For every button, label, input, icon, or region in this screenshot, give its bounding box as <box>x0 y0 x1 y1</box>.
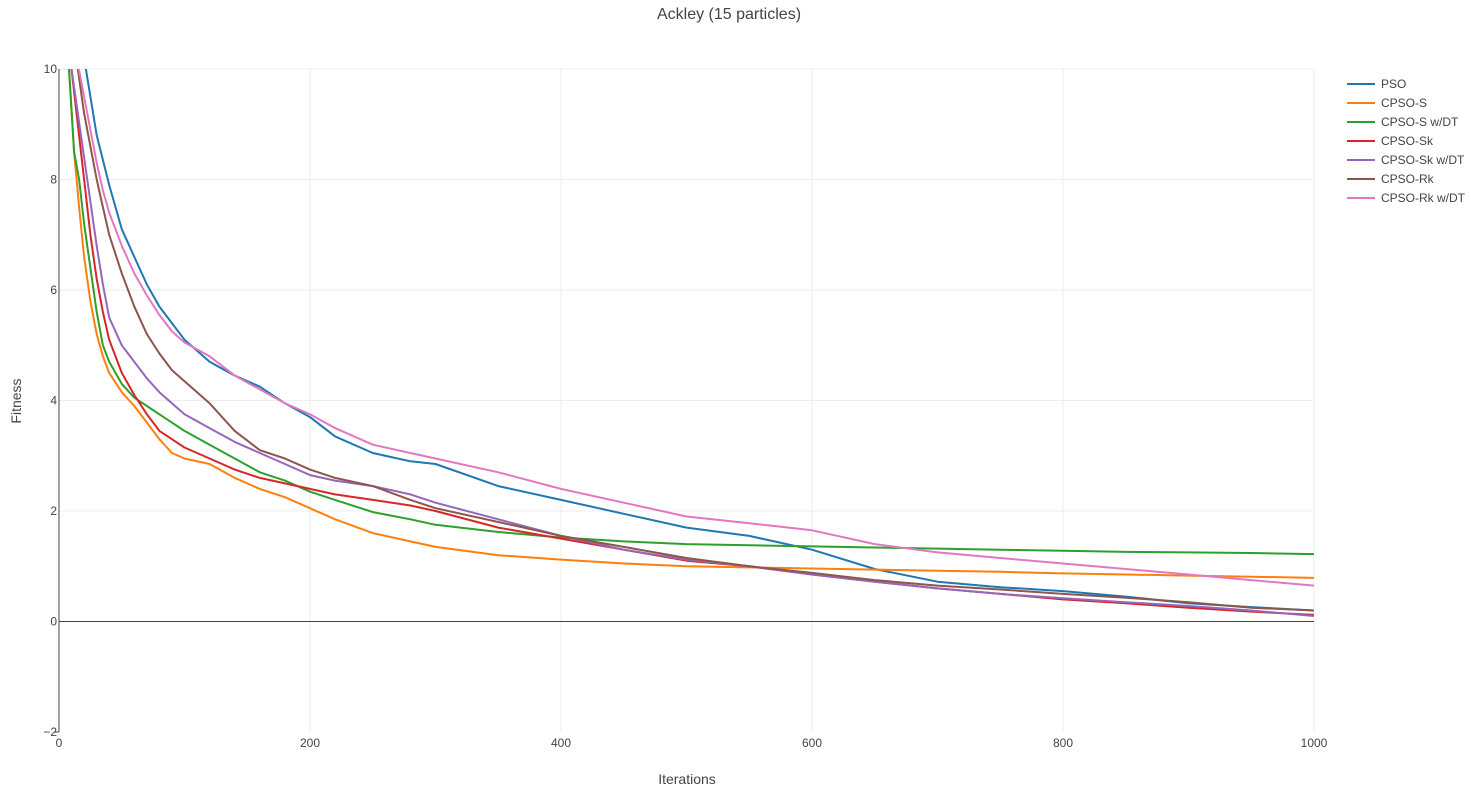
chart-title: Ackley (15 particles) <box>657 6 801 23</box>
y-axis-title: Fitness <box>8 378 24 423</box>
series-lines <box>68 58 1315 617</box>
x-tick-label: 400 <box>551 736 571 750</box>
y-tick-label: 4 <box>50 394 57 408</box>
legend: PSO CPSO-S CPSO-S w/DT CPSO-Sk CPSO-Sk w/DT C… <box>1347 77 1466 205</box>
legend-item[interactable]: CPSO-Rk <box>1347 172 1435 186</box>
x-tick-label: 1000 <box>1301 736 1328 750</box>
legend-label: CPSO-S <box>1381 96 1427 110</box>
legend-label: CPSO-Sk w/DT <box>1381 153 1465 167</box>
x-tick-label: 0 <box>56 736 63 750</box>
legend-item[interactable]: CPSO-Sk <box>1347 134 1434 148</box>
legend-item[interactable]: CPSO-S <box>1347 96 1427 110</box>
series-line-cpso-s[interactable] <box>68 69 1314 579</box>
legend-label: CPSO-Sk <box>1381 134 1434 148</box>
y-tick-label: 6 <box>50 283 57 297</box>
series-line-cpso-rk-w-dt[interactable] <box>77 64 1314 587</box>
legend-label: PSO <box>1381 77 1406 91</box>
gridlines <box>59 68 1315 732</box>
series-line-cpso-sk[interactable] <box>70 69 1315 616</box>
series-line-cpso-s-w-dt[interactable] <box>68 69 1314 556</box>
series-line-cpso-rk[interactable] <box>76 69 1314 612</box>
x-tick-label: 200 <box>300 736 320 750</box>
series-line-pso[interactable] <box>84 58 1314 612</box>
legend-item[interactable]: PSO <box>1347 77 1406 91</box>
y-tick-label: 0 <box>50 615 57 629</box>
x-axis-title: Iterations <box>658 771 716 787</box>
legend-item[interactable]: CPSO-S w/DT <box>1347 115 1459 129</box>
x-tick-label: 600 <box>802 736 822 750</box>
legend-item[interactable]: CPSO-Sk w/DT <box>1347 153 1465 167</box>
y-tick-label: 8 <box>50 173 57 187</box>
series-line-cpso-sk-w-dt[interactable] <box>70 69 1315 617</box>
y-tick-label: 2 <box>50 504 57 518</box>
y-tick-label: 10 <box>44 62 58 76</box>
x-tick-label: 800 <box>1053 736 1073 750</box>
legend-label: CPSO-Rk w/DT <box>1381 191 1466 205</box>
legend-label: CPSO-S w/DT <box>1381 115 1459 129</box>
y-tick-label: −2 <box>43 725 57 739</box>
legend-label: CPSO-Rk <box>1381 172 1435 186</box>
legend-item[interactable]: CPSO-Rk w/DT <box>1347 191 1466 205</box>
